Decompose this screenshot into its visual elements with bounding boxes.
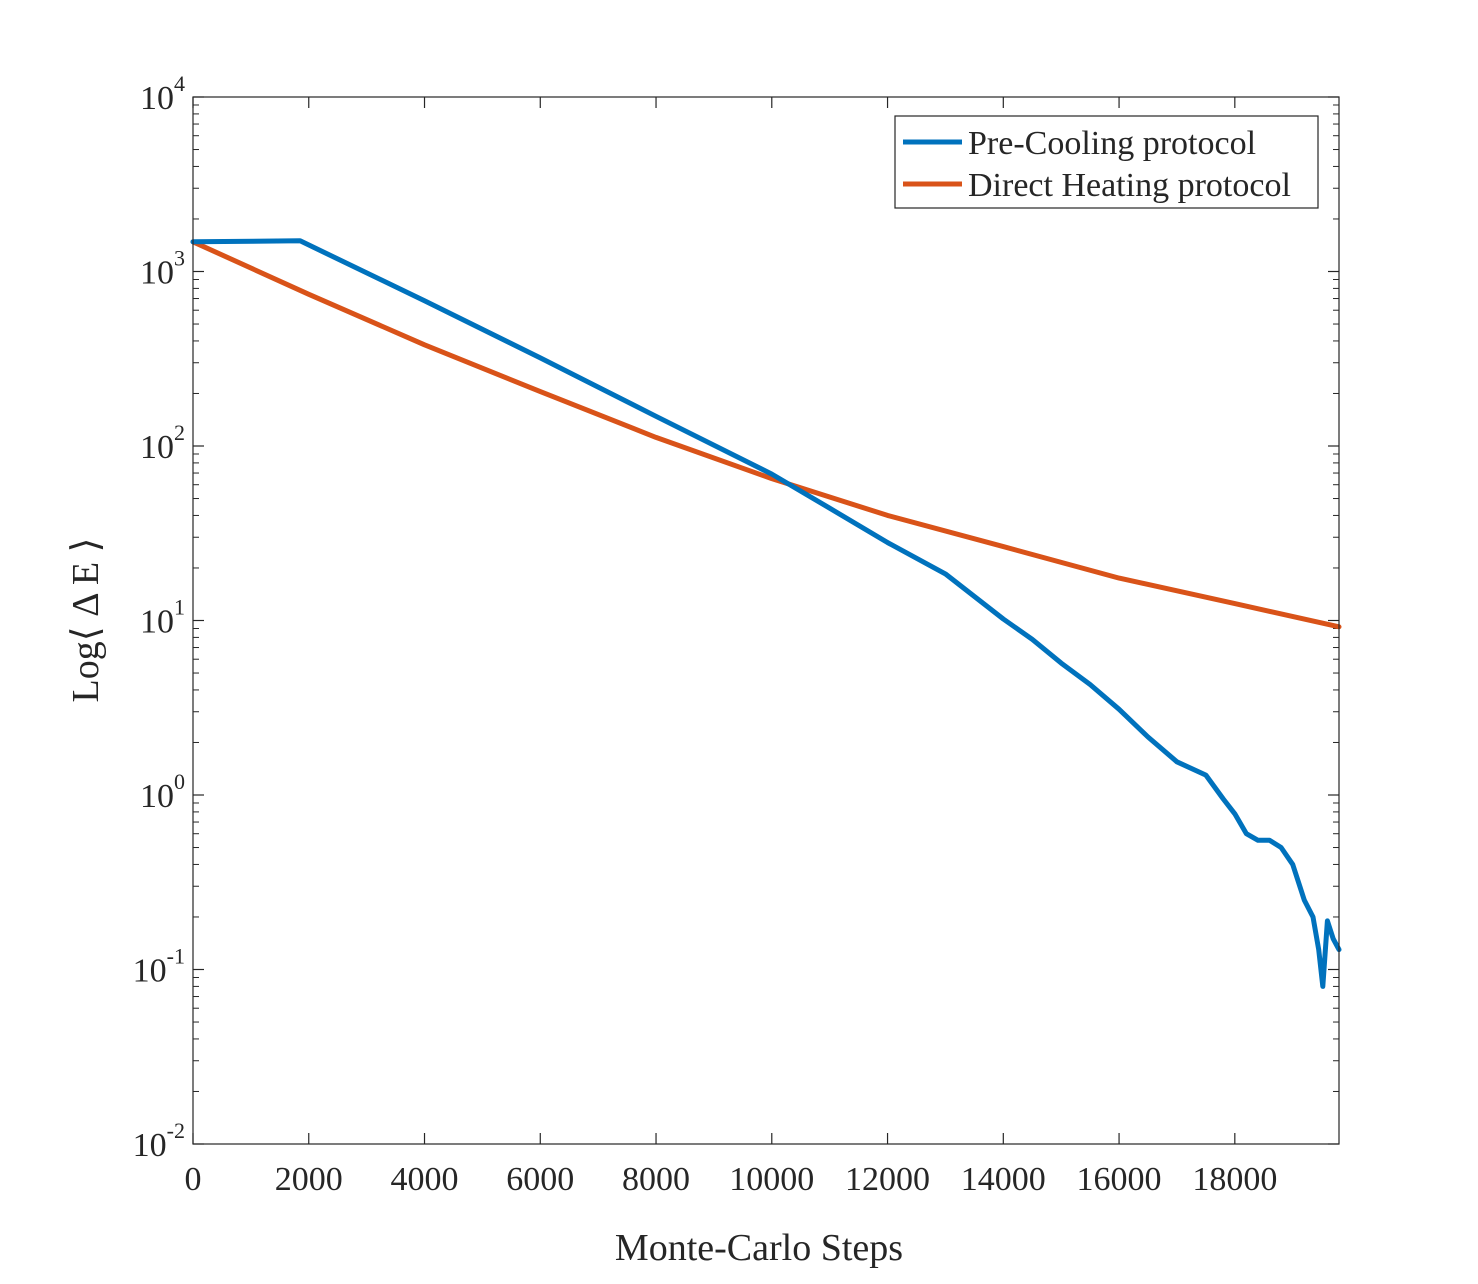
x-tick-label: 6000 bbox=[506, 1161, 574, 1198]
y-tick-label: 10-2 bbox=[133, 1118, 185, 1164]
x-tick-label: 16000 bbox=[1077, 1161, 1162, 1198]
y-tick-label: 10-1 bbox=[133, 944, 185, 990]
x-tick-label: 18000 bbox=[1192, 1161, 1277, 1198]
y-tick-label: 102 bbox=[140, 420, 185, 466]
legend: Pre-Cooling protocol Direct Heating prot… bbox=[894, 115, 1319, 209]
legend-label-pre-cooling: Pre-Cooling protocol bbox=[968, 125, 1256, 162]
x-tick-label: 14000 bbox=[961, 1161, 1046, 1198]
plot-area bbox=[193, 97, 1339, 1144]
y-tick-label: 103 bbox=[140, 246, 185, 292]
tick-marks bbox=[192, 96, 1339, 1145]
legend-box bbox=[894, 115, 1319, 209]
x-tick-label: 4000 bbox=[391, 1161, 459, 1198]
x-tick-label: 10000 bbox=[729, 1161, 814, 1198]
series-line-pre-cooling-protocol bbox=[190, 238, 1342, 989]
y-tick-labels: 10-2 10-1 100 101 102 103 104 bbox=[133, 71, 185, 1164]
x-tick-labels: 0 2000 4000 6000 8000 10000 12000 14000 16000 180… bbox=[185, 1161, 1278, 1198]
x-axis-title: Monte-Carlo Steps bbox=[615, 1227, 903, 1269]
y-tick-label: 100 bbox=[140, 769, 185, 815]
series-layer bbox=[190, 238, 1342, 989]
x-tick-label: 12000 bbox=[845, 1161, 930, 1198]
legend-label-direct-heating: Direct Heating protocol bbox=[968, 167, 1291, 204]
y-axis-title: Log⟨ Δ E ⟩ bbox=[65, 538, 107, 703]
x-tick-label: 0 bbox=[185, 1161, 202, 1198]
axes-box bbox=[192, 96, 1340, 1145]
y-tick-label: 104 bbox=[140, 71, 185, 117]
x-tick-label: 2000 bbox=[275, 1161, 343, 1198]
series-line-direct-heating-protocol bbox=[190, 239, 1342, 630]
x-tick-label: 8000 bbox=[622, 1161, 690, 1198]
y-tick-label: 101 bbox=[140, 595, 185, 641]
